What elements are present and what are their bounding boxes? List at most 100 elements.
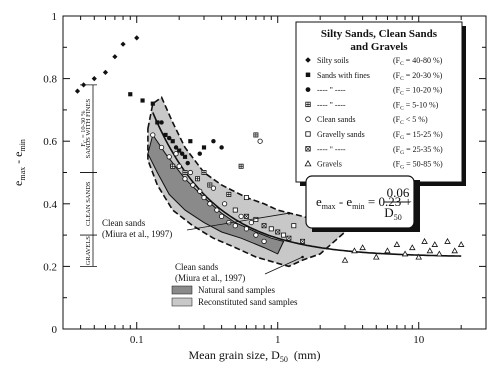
marker-shape <box>120 41 126 47</box>
annotation-1-line-0: Clean sands <box>175 262 219 272</box>
data-point-s2-p0 <box>159 120 164 125</box>
marker-shape <box>91 76 97 82</box>
annotation-0-line-1: (Miura et al., 1997) <box>102 229 172 239</box>
data-point-s3-p3 <box>207 182 213 188</box>
y-axis-title-sub2: min <box>18 139 27 151</box>
data-point-s5-p1 <box>253 216 259 222</box>
data-point-s1-p4 <box>163 132 168 138</box>
data-point-s4-p6 <box>197 188 203 194</box>
data-point-s1-p7 <box>182 154 188 159</box>
data-point-s0-p3 <box>102 69 109 75</box>
x-axis-title: Mean grain size, D50 (mm) <box>189 348 321 364</box>
annotation-0-line-0: Clean sands <box>102 218 146 228</box>
data-point-s4-p3 <box>176 163 182 169</box>
legend-param-sub-4: C <box>400 120 404 126</box>
region-legend-swatch-1 <box>171 297 193 307</box>
data-point-s7-p7 <box>408 244 416 251</box>
data-point-s0-p0 <box>74 88 81 94</box>
legend-param-main-5: (F <box>393 130 401 139</box>
marker-cross <box>286 235 292 241</box>
y-tick-label-2: 0.4 <box>43 199 57 211</box>
legend-label-2: ---- " ---- <box>317 86 346 95</box>
data-point-s2-p6 <box>211 138 216 144</box>
data-point-s3-p0 <box>170 163 176 169</box>
equation-box: emax - emin = 0.23 + 0.06 D50 <box>305 175 420 232</box>
marker-shape <box>243 226 250 232</box>
legend-items: Silty soils (FC = 40-80 %)Sands with fine… <box>304 56 443 171</box>
data-point-s2-p1 <box>167 135 172 141</box>
marker-shape <box>219 213 225 219</box>
marker-shape <box>436 250 443 257</box>
data-point-s1-p8 <box>188 139 193 144</box>
data-point-s2-p2 <box>173 145 179 150</box>
side-bands: SANDS WITH FINES CLEAN SANDS GRAVELS <box>80 84 97 267</box>
points-layer <box>74 35 465 263</box>
legend-param-sub-0: C <box>400 61 404 67</box>
marker-shape <box>291 223 297 229</box>
legend-label-3: ---- " ---- <box>317 100 346 109</box>
y-tick-label-5: 1 <box>52 11 58 23</box>
data-point-s4-p8 <box>207 201 213 207</box>
data-point-s4-p0 <box>150 132 156 138</box>
legend-param-4: (FC < 5 %) <box>393 115 428 126</box>
equation-denominator: D50 <box>384 205 401 222</box>
data-point-s6-p3 <box>286 235 292 241</box>
legend-param-range-2: = 10-20 %) <box>404 86 443 95</box>
side-band-label-0: SANDS WITH FINES <box>85 99 92 159</box>
data-point-s7-p8 <box>415 253 423 260</box>
legend-param-3: (FC = 5-10 %) <box>393 100 439 111</box>
data-point-s4-p21 <box>248 219 254 226</box>
marker-shape <box>304 159 312 167</box>
legend-param-2: (FC = 10-20 %) <box>393 86 443 97</box>
marker-shape <box>150 101 155 106</box>
marker-shape <box>253 232 259 238</box>
legend-param-6: (FG = 25-35 %) <box>393 145 443 156</box>
marker-cross <box>195 176 200 181</box>
data-point-s7-p13 <box>444 237 451 244</box>
marker-shape <box>232 207 238 213</box>
legend-param-range-3: = 5-10 %) <box>404 100 439 109</box>
legend-param-range-5: = 15-25 %) <box>404 130 443 139</box>
marker-shape <box>253 216 259 222</box>
equation-lhs: e <box>316 194 322 209</box>
data-point-s0-p6 <box>134 35 140 41</box>
equation-denominator-sub: 50 <box>394 213 402 222</box>
equation-numerator: 0.06 <box>387 185 410 200</box>
marker-shape <box>211 138 216 144</box>
data-point-s7-p15 <box>457 241 465 247</box>
marker-shape <box>451 247 458 254</box>
data-point-s7-p1 <box>351 247 358 254</box>
marker-shape <box>159 120 164 125</box>
marker-cross <box>207 182 212 188</box>
data-point-s1-p1 <box>140 98 145 103</box>
legend-label-6: ---- " ---- <box>317 145 346 154</box>
marker-shape <box>128 92 133 97</box>
data-point-s1-p0 <box>128 92 133 97</box>
annotation-0-leader <box>186 212 289 231</box>
legend-param-main-3: (F <box>393 100 401 109</box>
x-axis-title-unit: (mm) <box>294 348 321 362</box>
marker-shape <box>384 247 391 254</box>
legend-param-sub-5: G <box>400 135 404 141</box>
data-point-s3-p4 <box>226 191 232 197</box>
marker-cross <box>300 239 305 244</box>
data-point-s4-p18 <box>173 151 179 157</box>
marker-shape <box>197 188 203 194</box>
data-point-s3-p5 <box>238 163 244 169</box>
marker-shape <box>305 116 311 122</box>
legend-param-main-6: (F <box>393 145 401 154</box>
marker-shape <box>243 195 249 201</box>
x-tick-label-0: 0.1 <box>130 334 144 346</box>
marker-shape <box>268 226 274 232</box>
data-point-s4-p22 <box>257 138 263 144</box>
marker-shape <box>197 151 202 156</box>
marker-shape <box>444 237 451 244</box>
side-band-label-1: CLEAN SANDS <box>85 181 92 226</box>
marker-cross <box>182 170 188 175</box>
marker-shape <box>170 139 175 144</box>
marker-shape <box>248 219 254 226</box>
marker-shape <box>393 241 401 247</box>
ticks-layer: 0.1 1 10 0 0.2 0.4 0.6 0.8 1 <box>43 11 487 346</box>
legend-marker-4 <box>305 116 311 122</box>
marker-cross <box>261 223 267 229</box>
